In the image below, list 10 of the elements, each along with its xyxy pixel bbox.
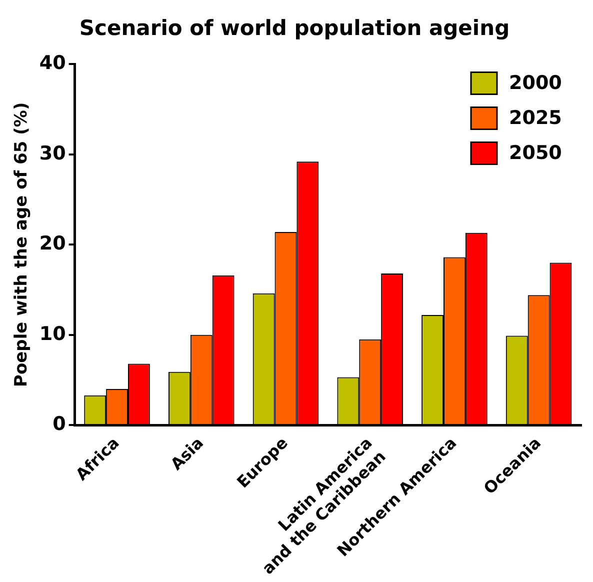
- legend-label: 2025: [509, 107, 562, 130]
- legend-label: 2050: [509, 142, 562, 164]
- y-axis-title: Poeple with the age of 65 (%): [12, 102, 32, 387]
- legend-label: 2000: [509, 72, 562, 94]
- y-tick-label: 10: [39, 322, 66, 345]
- y-tick-label: 20: [39, 232, 66, 255]
- y-tick-label: 40: [39, 52, 66, 74]
- y-tick-label: 0: [52, 413, 66, 436]
- chart-title: Scenario of world population ageing: [79, 16, 510, 40]
- y-tick-label: 30: [39, 142, 66, 164]
